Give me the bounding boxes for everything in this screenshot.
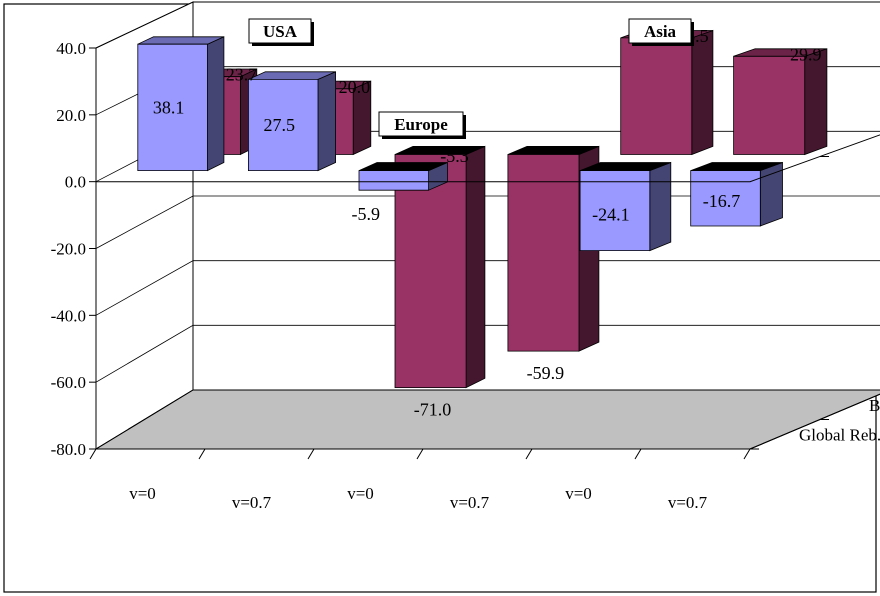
y-tick-label: -80.0 <box>51 440 86 459</box>
y-tick-label: -20.0 <box>51 240 86 259</box>
y-tick-label: 40.0 <box>56 39 86 58</box>
category-label: v=0.7 <box>668 493 708 512</box>
category-label: v=0.7 <box>232 493 272 512</box>
category-label: v=0 <box>565 484 592 503</box>
bar <box>620 29 714 156</box>
bar <box>394 145 486 389</box>
depth-label: BW II <box>869 396 880 415</box>
region-label: Asia <box>628 18 694 46</box>
bar-side <box>207 36 225 172</box>
zero-line <box>96 134 880 183</box>
x-tick <box>743 448 751 460</box>
data-label: -16.7 <box>703 191 741 211</box>
x-tick <box>89 448 97 460</box>
bar-front <box>358 170 430 191</box>
gridline <box>95 1 880 49</box>
data-labels: 23.720.0-71.0-59.935.529.938.127.5-5.9-2… <box>153 26 822 420</box>
data-label: 29.9 <box>790 44 822 64</box>
data-label: -24.1 <box>592 205 630 225</box>
floor <box>94 389 880 450</box>
bar <box>358 161 448 191</box>
gridline <box>95 324 880 383</box>
category-label: v=0.7 <box>450 493 490 512</box>
depth-label: Global Reb. <box>799 425 880 444</box>
y-tick-label: 0.0 <box>65 173 86 192</box>
bar-front <box>620 37 693 155</box>
bar-front <box>690 170 761 227</box>
category-label: v=0 <box>347 484 374 503</box>
bar-side <box>759 161 783 227</box>
region-label-text: Europe <box>394 115 448 134</box>
region-label-text: USA <box>263 22 298 41</box>
region-label-box <box>248 18 312 44</box>
bar <box>247 71 337 172</box>
region-labels: USA Europe Asia <box>248 18 694 139</box>
data-label: 38.1 <box>153 97 185 117</box>
data-label: 20.0 <box>339 77 371 97</box>
bar <box>579 161 672 252</box>
bar <box>137 36 225 172</box>
data-label: -5.9 <box>352 204 381 224</box>
bar-front <box>137 43 208 172</box>
y-tick-label: -40.0 <box>51 306 86 325</box>
region-label-text: Asia <box>644 22 677 41</box>
x-tick <box>416 448 424 460</box>
data-label: 27.5 <box>263 115 295 135</box>
region-label: Europe <box>378 111 466 139</box>
gridline <box>95 260 880 316</box>
x-tick <box>525 448 533 460</box>
data-label: -59.9 <box>527 363 565 383</box>
bar <box>690 161 783 227</box>
data-label: -71.0 <box>414 400 452 420</box>
bars <box>137 29 828 389</box>
region-label-box <box>378 111 464 137</box>
bar-front <box>579 170 651 252</box>
bar-side <box>465 145 486 389</box>
x-tick <box>307 448 315 460</box>
bar-side <box>649 161 672 252</box>
bar-side <box>804 48 828 156</box>
category-label: v=0 <box>129 484 156 503</box>
data-label: 23.7 <box>226 65 258 85</box>
gridline <box>95 389 880 450</box>
bar-front <box>247 79 319 172</box>
region-label: USA <box>248 18 314 46</box>
axes: 40.0 20.0 0.0 -20.0 -40.0 -60.0 -80.0 v=0 v=0.7 v… <box>51 39 880 512</box>
bar-side <box>691 29 714 156</box>
bar-front <box>394 154 467 389</box>
data-label: -5.3 <box>440 146 469 166</box>
bar-side <box>317 71 337 172</box>
bar-front <box>733 55 806 155</box>
y-tick-label: -60.0 <box>51 373 86 392</box>
bar-front <box>507 154 580 352</box>
region-label-box <box>628 18 692 44</box>
y-tick-label: 20.0 <box>56 106 86 125</box>
x-tick <box>198 448 206 460</box>
bar <box>733 48 828 156</box>
x-tick <box>634 448 642 460</box>
